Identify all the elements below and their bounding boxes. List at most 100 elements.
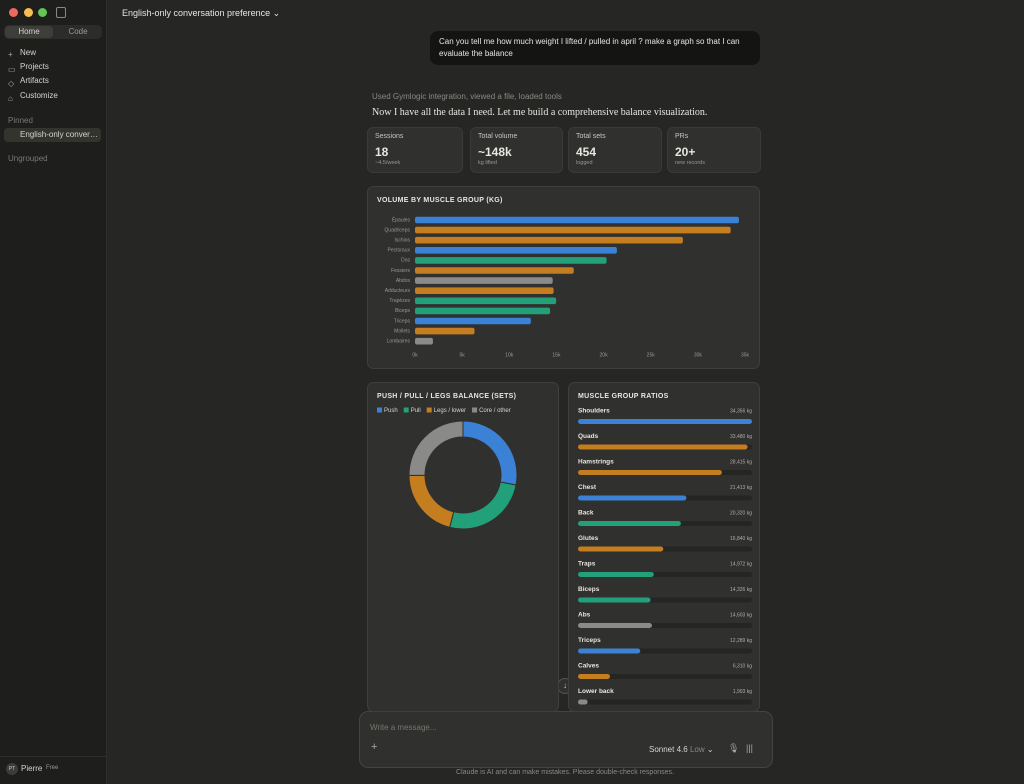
y-tick-label: Biceps bbox=[395, 308, 411, 314]
stat-note: ~4.5/week bbox=[375, 160, 401, 166]
bar bbox=[415, 267, 574, 274]
legend-label: Push bbox=[384, 408, 398, 414]
bar bbox=[578, 623, 652, 628]
nav-new[interactable]: New bbox=[20, 48, 37, 57]
legend-swatch bbox=[403, 407, 409, 413]
value-label: 20,320 kg bbox=[730, 510, 752, 516]
bar bbox=[578, 470, 722, 475]
chart-title: MUSCLE GROUP RATIOS bbox=[578, 393, 669, 400]
bar bbox=[578, 699, 588, 705]
track bbox=[578, 699, 752, 705]
x-tick-label: 30k bbox=[694, 352, 703, 358]
y-tick-label: Lombaires bbox=[387, 339, 411, 345]
slice bbox=[408, 420, 464, 476]
tab-home[interactable]: Home bbox=[5, 26, 53, 38]
y-tick-label: Ischios bbox=[394, 238, 410, 244]
row-label: Hamstrings bbox=[578, 459, 614, 466]
legend-swatch bbox=[377, 407, 382, 413]
tool-summary[interactable]: Used Gymlogic integration, viewed a file… bbox=[372, 92, 562, 101]
bar bbox=[578, 597, 651, 603]
effort: Low bbox=[689, 745, 705, 754]
minimize-button[interactable] bbox=[24, 8, 33, 17]
sidebar-toggle[interactable] bbox=[56, 7, 66, 18]
value-label: 14,603 kg bbox=[730, 612, 752, 618]
y-tick-label: Fessiers bbox=[391, 268, 410, 274]
user-plan: Free bbox=[46, 765, 59, 771]
pinned-chat-title: English-only conversation preference bbox=[20, 130, 101, 139]
value-label: 16,840 kg bbox=[730, 536, 752, 542]
attach-button[interactable]: + bbox=[371, 741, 378, 753]
chart-title: VOLUME BY MUSCLE GROUP (KG) bbox=[377, 197, 503, 204]
value-label: 12,289 kg bbox=[730, 638, 752, 644]
chart-card: VOLUME BY MUSCLE GROUP (KG) Épaules Quadri… bbox=[367, 186, 760, 369]
row-label: Traps bbox=[578, 561, 596, 568]
bar bbox=[415, 297, 557, 305]
stat-card: Sessions 18 ~4.5/week bbox=[367, 127, 463, 173]
mic-button[interactable]: 🎙 bbox=[728, 743, 740, 753]
value-label: 14,972 kg bbox=[730, 561, 752, 567]
stat-card: Total sets 454 logged bbox=[568, 127, 662, 173]
row-label: Glutes bbox=[578, 535, 599, 542]
legend-swatch bbox=[472, 407, 478, 413]
bar bbox=[415, 277, 553, 284]
nav-projects[interactable]: Projects bbox=[20, 62, 49, 71]
value-label: 28,415 kg bbox=[730, 459, 752, 465]
bar bbox=[415, 226, 731, 234]
bar bbox=[415, 287, 554, 294]
stat-card: Total volume ~148k kg lifted bbox=[470, 127, 563, 173]
y-tick-label: Triceps bbox=[394, 318, 411, 324]
nav-artifacts[interactable]: Artifacts bbox=[20, 76, 49, 85]
stat-card: PRs 20+ new records bbox=[667, 127, 761, 173]
y-tick-label: Quadriceps bbox=[384, 227, 410, 233]
avatar[interactable]: PT bbox=[6, 763, 18, 775]
nav-customize[interactable]: Customize bbox=[20, 91, 58, 100]
composer: Write a message... + Sonnet 4.6 Low ⌄ 🎙 … bbox=[359, 711, 773, 768]
stat-note: kg lifted bbox=[478, 160, 497, 166]
value-label: 6,310 kg bbox=[733, 663, 752, 669]
chat-title[interactable]: English-only conversation preference ⌄ bbox=[122, 8, 281, 18]
bar bbox=[415, 257, 607, 264]
voice-button[interactable]: ||| bbox=[746, 743, 754, 753]
bar bbox=[578, 572, 654, 577]
legend-label: Core / other bbox=[479, 408, 511, 414]
bar bbox=[415, 216, 739, 224]
stat-label: Total sets bbox=[576, 133, 606, 140]
nav-icons: + ▭ ◇ ⌂ bbox=[8, 50, 16, 103]
value-label: 21,413 kg bbox=[730, 485, 752, 491]
zoom-button[interactable] bbox=[38, 8, 47, 17]
bar bbox=[578, 521, 681, 526]
model-selector[interactable]: Sonnet 4.6 Low ⌄ bbox=[649, 745, 714, 754]
y-tick-label: Trapèzes bbox=[389, 298, 410, 304]
x-tick-label: 5k bbox=[460, 352, 466, 358]
x-tick-label: 15k bbox=[552, 352, 561, 358]
bar bbox=[578, 674, 610, 679]
value-label: 34,356 kg bbox=[730, 408, 752, 414]
assistant-text: Now I have all the data I need. Let me b… bbox=[372, 107, 708, 118]
stat-value: 20+ bbox=[675, 145, 696, 159]
tab-label: Code bbox=[68, 27, 88, 36]
row-label: Triceps bbox=[578, 637, 601, 644]
bar bbox=[578, 546, 664, 552]
disclaimer: Claude is AI and can make mistakes. Plea… bbox=[456, 769, 674, 776]
x-tick-label: 0k bbox=[412, 352, 418, 358]
stat-label: PRs bbox=[675, 133, 689, 140]
close-button[interactable] bbox=[9, 8, 18, 17]
bar bbox=[415, 337, 433, 345]
sidebar: Home Code New Projects Artifacts Customi… bbox=[0, 0, 107, 784]
y-tick-label: Dos bbox=[401, 258, 410, 264]
x-tick-label: 20k bbox=[600, 352, 609, 358]
y-tick-label: Abdos bbox=[396, 278, 411, 284]
tab-code[interactable]: Code bbox=[55, 26, 101, 38]
row-label: Abs bbox=[578, 612, 591, 619]
user-name: Pierre bbox=[21, 764, 43, 773]
x-tick-label: 35k bbox=[741, 352, 750, 358]
user-message: Can you tell me how much weight I lifted… bbox=[430, 31, 760, 65]
message-input[interactable]: Write a message... bbox=[370, 723, 437, 732]
row-label: Shoulders bbox=[578, 408, 610, 415]
ungrouped-heading[interactable]: Ungrouped bbox=[8, 154, 48, 163]
y-tick-label: Mollets bbox=[394, 328, 410, 334]
stat-note: logged bbox=[576, 160, 593, 166]
pinned-chat[interactable]: English-only conversation preference bbox=[4, 128, 101, 142]
